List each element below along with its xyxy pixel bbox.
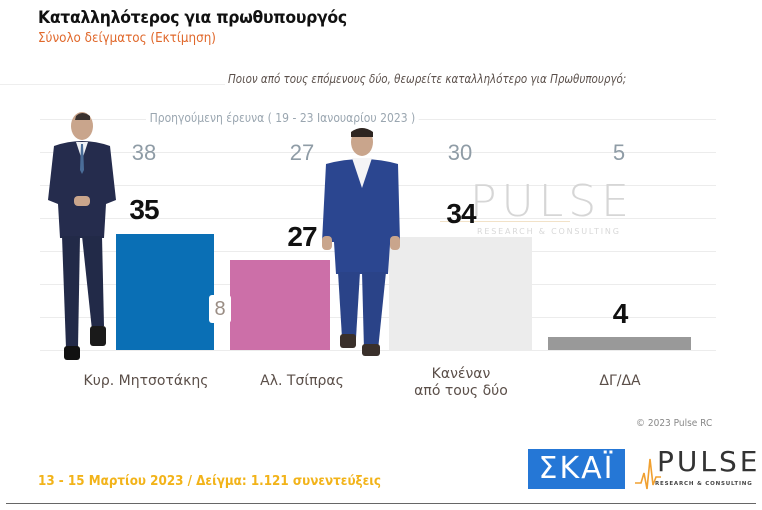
pulse-logo: PULSE RESEARCH & CONSULTING <box>635 445 757 491</box>
pulse-heartbeat-icon <box>635 458 661 490</box>
pulse-logo-sub: RESEARCH & CONSULTING <box>655 481 753 487</box>
question-divider <box>0 84 225 85</box>
previous-survey-label: Προηγούμενη έρευνα ( 19 - 23 Ιανουαρίου … <box>146 111 419 125</box>
chart-title: Καταλληλότερος για πρωθυπουργός <box>38 8 347 28</box>
category-label-text: Αλ. Τσίπρας <box>260 373 344 389</box>
category-label-text: ΔΓ/ΔΑ <box>599 373 641 389</box>
skai-logo: ΣΚΑΪ <box>528 449 625 489</box>
survey-question: Ποιον από τους επόμενους δύο, θεωρείτε κ… <box>228 72 627 86</box>
previous-value-mitsotakis: 38 <box>131 140 157 165</box>
previous-value-none: 30 <box>447 140 473 165</box>
difference-badge: 8 <box>209 295 231 323</box>
previous-value-tsipras: 27 <box>289 140 315 165</box>
bar-dk <box>548 337 691 350</box>
bar-none <box>389 237 532 350</box>
previous-value-dk: 5 <box>612 140 626 165</box>
category-label-tsipras: Αλ. Τσίπρας <box>222 373 382 390</box>
category-label-text: Κυρ. Μητσοτάκης <box>83 373 209 389</box>
category-label-text-line2: από τους δύο <box>414 383 508 399</box>
value-label-dk: 4 <box>612 298 629 329</box>
pulse-logo-text: PULSE <box>657 445 761 478</box>
chart-subtitle: Σύνολο δείγματος (Εκτίμηση) <box>38 31 216 46</box>
category-label-text: Κανέναν <box>431 366 491 382</box>
watermark-line <box>440 221 570 222</box>
value-label-tsipras: 27 <box>287 221 317 252</box>
bar-tsipras <box>230 260 330 350</box>
category-label-dk: ΔΓ/ΔΑ <box>540 373 700 390</box>
tsipras-figure-icon <box>322 128 400 356</box>
fieldwork-info: 13 - 15 Μαρτίου 2023 / Δείγμα: 1.121 συν… <box>38 474 382 489</box>
pulse-watermark: PULSE <box>470 176 634 227</box>
bar-mitsotakis <box>116 234 214 350</box>
category-label-none: Κανέναν από τους δύο <box>381 366 541 400</box>
gridline <box>40 152 716 153</box>
pulse-watermark-sub: RESEARCH & CONSULTING <box>477 227 621 236</box>
value-label-mitsotakis: 35 <box>129 194 159 225</box>
mitsotakis-figure-icon <box>48 112 116 360</box>
footer-divider <box>6 503 756 504</box>
category-label-mitsotakis: Κυρ. Μητσοτάκης <box>66 373 226 390</box>
value-label-none: 34 <box>446 198 476 229</box>
copyright-notice: © 2023 Pulse RC <box>636 418 713 429</box>
